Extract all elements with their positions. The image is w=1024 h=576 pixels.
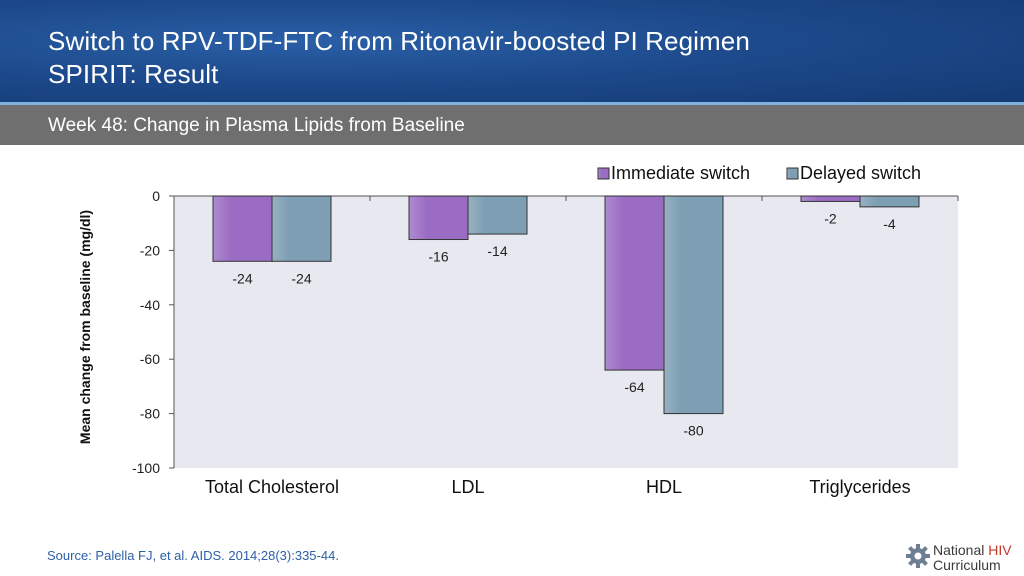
legend-label: Immediate switch: [611, 163, 750, 183]
slide-subtitle: Week 48: Change in Plasma Lipids from Ba…: [48, 115, 465, 136]
logo-text-curriculum: Curriculum: [933, 557, 1001, 573]
data-label: -80: [683, 423, 703, 439]
y-tick-label: -40: [140, 297, 160, 313]
bar: [271, 195, 332, 262]
subtitle-bar: Week 48: Change in Plasma Lipids from Ba…: [0, 105, 1024, 145]
x-category-label: Total Cholesterol: [205, 477, 339, 497]
data-label: -16: [428, 249, 448, 265]
data-label: -4: [883, 216, 896, 232]
lipids-bar-chart: 0 -20 -40 -60 -80 -100 Mean change from baseli…: [77, 163, 959, 497]
slide-title: Switch to RPV-TDF-FTC from Ritonavir-boo…: [48, 26, 750, 56]
bar: [212, 195, 273, 262]
bar: [604, 195, 665, 371]
bar: [663, 195, 724, 415]
bar: [467, 195, 528, 235]
data-label: -24: [291, 270, 311, 286]
data-label: -64: [624, 379, 644, 395]
data-label: -14: [487, 243, 507, 259]
x-category-label: HDL: [646, 477, 682, 497]
x-category-label: LDL: [451, 477, 484, 497]
legend-label: Delayed switch: [800, 163, 921, 183]
y-tick-label: -80: [140, 406, 160, 422]
banner-divider: [0, 102, 1024, 105]
logo-text-national: National: [933, 542, 989, 558]
y-axis-title: Mean change from baseline (mg/dl): [77, 210, 93, 444]
bar: [859, 195, 920, 208]
legend-swatch: [597, 167, 610, 180]
y-tick-label: -100: [132, 460, 160, 476]
gear-icon: [906, 544, 930, 568]
source-citation: Source: Palella FJ, et al. AIDS. 2014;28…: [47, 548, 339, 563]
logo: National HIV Curriculum: [903, 540, 1021, 574]
bar: [408, 195, 469, 241]
slide-title-line2: SPIRIT: Result: [48, 59, 219, 89]
data-label: -2: [824, 210, 837, 226]
bar: [800, 195, 861, 202]
y-tick-label: -60: [140, 351, 160, 367]
legend-swatch: [786, 167, 799, 180]
y-tick-label: -20: [140, 242, 160, 258]
title-banner: Switch to RPV-TDF-FTC from Ritonavir-boo…: [0, 0, 1024, 102]
data-label: -24: [232, 270, 252, 286]
logo-text-hiv: HIV: [988, 542, 1012, 558]
y-tick-label: 0: [152, 188, 160, 204]
x-category-label: Triglycerides: [809, 477, 910, 497]
